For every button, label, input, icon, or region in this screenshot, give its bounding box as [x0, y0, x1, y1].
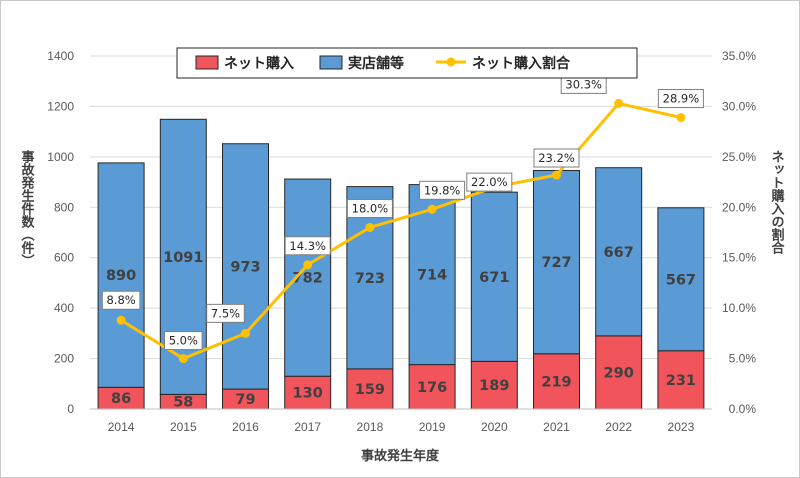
- share-label-box-2015: [164, 331, 203, 351]
- bar-store-label-2015: 1091: [163, 250, 203, 266]
- share-label-box-2019: [419, 180, 466, 200]
- legend-swatch-store: [319, 55, 343, 70]
- bar-net-label-2021: 219: [541, 374, 571, 390]
- share-marker-2016: [241, 328, 250, 338]
- y2-tick-label-7: 35.0%: [722, 49, 756, 63]
- bar-store-2022: [595, 167, 643, 337]
- bar-store-2020: [470, 191, 518, 362]
- legend-label-store: 実店舗等: [348, 55, 404, 72]
- bar-store-2014: [97, 162, 145, 388]
- share-label-box-2020: [466, 172, 513, 192]
- y-tick-label-400: 400: [54, 301, 74, 315]
- y2-tick-label-1: 5.0%: [729, 352, 757, 366]
- bar-net-label-2015: 58: [173, 395, 193, 411]
- share-label-box-2014: [101, 290, 141, 310]
- y-tick-label-1000: 1000: [47, 150, 74, 164]
- bar-net-2017: [284, 375, 332, 410]
- bar-net-label-2016: 79: [235, 392, 255, 408]
- share-label-2018: 18.0%: [352, 201, 389, 215]
- y2-axis-title: ネット購入の割合: [769, 150, 786, 255]
- bar-store-label-2023: 567: [666, 272, 696, 288]
- y-axis-title: 事故発生件数（件）: [19, 149, 36, 267]
- bar-net-label-2019: 176: [417, 380, 447, 396]
- y-tick-label-800: 800: [54, 200, 74, 214]
- bar-store-2021: [533, 169, 580, 355]
- bar-store-2023: [657, 207, 705, 352]
- share-label-2017: 14.3%: [289, 239, 326, 253]
- y-tick-label-600: 600: [54, 251, 74, 265]
- x-tick-label-2016: 2016: [232, 420, 259, 434]
- bar-net-label-2023: 231: [666, 373, 696, 389]
- legend-box: [176, 47, 638, 79]
- bar-store-label-2018: 723: [355, 271, 385, 287]
- bar-store-2016: [222, 143, 269, 390]
- share-label-2020: 22.0%: [471, 175, 508, 189]
- share-line: [120, 101, 682, 361]
- share-label-box-2017: [284, 236, 331, 256]
- share-label-2022: 30.3%: [565, 77, 602, 91]
- y2-tick-label-4: 20.0%: [722, 200, 756, 214]
- bar-net-2018: [346, 368, 394, 410]
- share-marker-2014: [116, 315, 126, 325]
- share-label-2015: 5.0%: [169, 334, 198, 348]
- y-tick-label-1400: 1400: [47, 49, 74, 63]
- share-label-box-2016: [206, 303, 245, 323]
- bar-store-label-2014: 890: [106, 268, 136, 284]
- legend-label-share: ネット購入割合: [472, 55, 571, 72]
- x-tick-label-2014: 2014: [108, 420, 135, 434]
- share-label-2023: 28.9%: [663, 92, 700, 106]
- share-marker-2021: [552, 170, 561, 180]
- bar-store-label-2021: 727: [541, 255, 571, 271]
- bar-net-label-2014: 86: [111, 391, 131, 407]
- y2-tick-label-3: 15.0%: [722, 251, 756, 265]
- share-label-2016: 7.5%: [211, 306, 240, 320]
- x-tick-label-2018: 2018: [357, 420, 384, 434]
- share-marker-2015: [178, 354, 188, 364]
- x-tick-label-2019: 2019: [419, 420, 446, 434]
- bar-store-2017: [284, 178, 332, 377]
- bar-net-label-2020: 189: [479, 378, 509, 394]
- bar-net-label-2018: 159: [355, 382, 385, 398]
- bar-store-label-2016: 973: [230, 259, 260, 275]
- x-tick-label-2023: 2023: [668, 420, 695, 434]
- share-marker-2022: [614, 98, 624, 108]
- share-marker-2017: [303, 260, 313, 270]
- share-label-2021: 23.2%: [538, 151, 575, 165]
- share-label-2014: 8.8%: [106, 293, 135, 307]
- share-marker-2019: [427, 204, 437, 214]
- share-label-box-2023: [657, 89, 704, 109]
- bar-store-label-2022: 667: [604, 245, 634, 261]
- bar-net-label-2017: 130: [293, 386, 323, 402]
- x-tick-label-2015: 2015: [170, 420, 197, 434]
- y2-tick-label-0: 0.0%: [729, 402, 757, 416]
- bar-net-2020: [470, 360, 518, 410]
- x-tick-label-2022: 2022: [605, 420, 632, 434]
- y-tick-label-1200: 1200: [47, 99, 74, 113]
- y-tick-label-0: 0: [67, 402, 74, 416]
- bar-store-label-2019: 714: [417, 268, 447, 284]
- bar-net-label-2022: 290: [604, 365, 634, 381]
- legend-swatch-net: [195, 55, 219, 70]
- bar-store-label-2020: 671: [479, 270, 509, 286]
- share-label-box-2018: [346, 198, 393, 218]
- legend-marker-share: [446, 57, 456, 67]
- y-tick-label-200: 200: [54, 352, 74, 366]
- x-axis-title: 事故発生年度: [361, 448, 440, 464]
- y2-tick-label-2: 10.0%: [722, 301, 756, 315]
- y2-tick-label-5: 25.0%: [722, 150, 756, 164]
- x-tick-label-2021: 2021: [543, 420, 570, 434]
- share-marker-2023: [676, 113, 686, 123]
- legend-label-net: ネット購入: [224, 55, 294, 72]
- share-marker-2018: [365, 222, 375, 232]
- share-label-2019: 19.8%: [424, 183, 461, 197]
- y2-tick-label-6: 30.0%: [722, 99, 756, 113]
- x-tick-label-2017: 2017: [294, 420, 321, 434]
- share-label-box-2021: [533, 148, 580, 168]
- x-tick-label-2020: 2020: [481, 420, 508, 434]
